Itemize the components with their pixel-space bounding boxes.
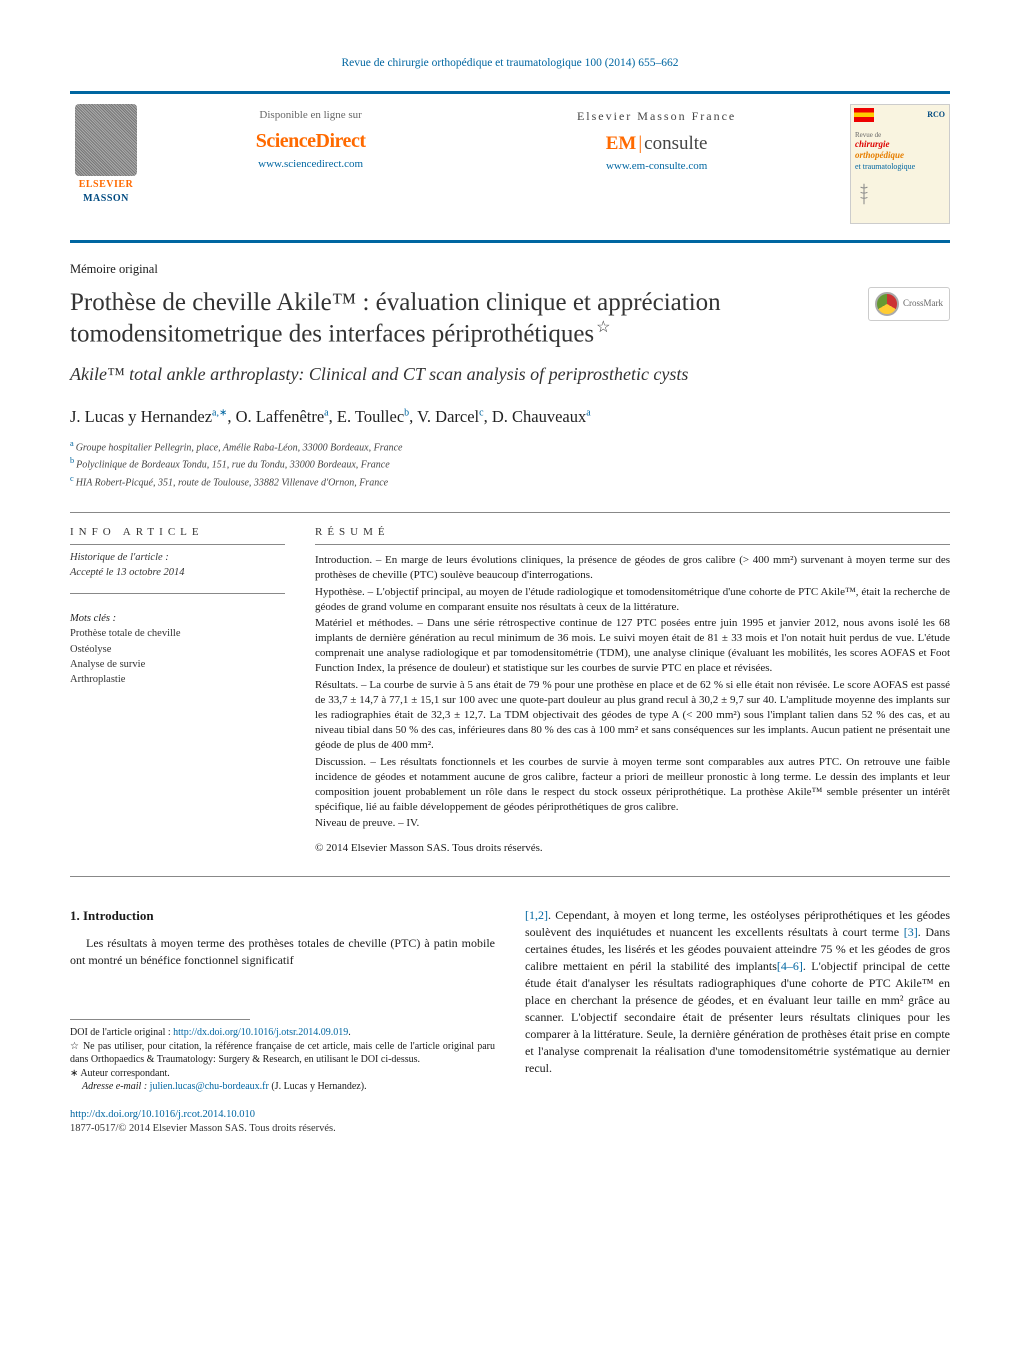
emconsulte-block[interactable]: Elsevier Masson France EM|consulte www.e…	[577, 108, 736, 175]
authors-list: J. Lucas y Hernandeza,∗, O. Laffenêtrea,…	[70, 405, 950, 428]
elsevier-tree-icon	[75, 104, 137, 176]
article-subtitle: Akile™ total ankle arthroplasty: Clinica…	[70, 363, 950, 386]
intro-paragraph-2: [1,2]. Cependant, à moyen et long terme,…	[525, 907, 950, 1077]
citation-4-6[interactable]: [4–6]	[777, 959, 803, 973]
elsevier-logo: ELSEVIER MASSON	[70, 104, 142, 206]
sciencedirect-block[interactable]: Disponible en ligne sur ScienceDirect ww…	[256, 108, 366, 175]
journal-cover: RCO Revue de chirurgie orthopédique et t…	[850, 104, 950, 224]
cover-caduceus-icon	[855, 182, 873, 206]
citation-note: Ne pas utiliser, pour citation, la référ…	[70, 1040, 495, 1067]
elsevier-wordmark: ELSEVIER	[79, 178, 134, 192]
intro-paragraph-1: Les résultats à moyen terme des prothèse…	[70, 935, 495, 969]
publisher-banner: ELSEVIER MASSON Disponible en ligne sur …	[70, 91, 950, 238]
available-label: Disponible en ligne sur	[256, 108, 366, 123]
affiliations: aGroupe hospitalier Pellegrin, place, Am…	[70, 438, 950, 490]
original-doi-link[interactable]: http://dx.doi.org/10.1016/j.otsr.2014.09…	[173, 1027, 348, 1038]
body-column-right: [1,2]. Cependant, à moyen et long terme,…	[525, 907, 950, 1138]
masson-wordmark: MASSON	[83, 192, 129, 206]
article-history: Historique de l'article : Accepté le 13 …	[70, 551, 285, 580]
abstract-copyright: © 2014 Elsevier Masson SAS. Tous droits …	[315, 841, 950, 856]
footer-copyright: 1877-0517/© 2014 Elsevier Masson SAS. To…	[70, 1122, 495, 1137]
body-column-left: 1. Introduction Les résultats à moyen te…	[70, 907, 495, 1138]
sciencedirect-wordmark: ScienceDirect	[256, 127, 366, 155]
header-rule	[70, 240, 950, 243]
article-doi-link[interactable]: http://dx.doi.org/10.1016/j.rcot.2014.10…	[70, 1108, 495, 1123]
citation-1-2[interactable]: [1,2]	[525, 908, 548, 922]
sciencedirect-url[interactable]: www.sciencedirect.com	[256, 157, 366, 172]
cover-rco-badge: RCO	[927, 109, 945, 120]
crossmark-icon	[875, 292, 899, 316]
keywords-label: Mots clés :	[70, 612, 285, 627]
crossmark-button[interactable]: CrossMark	[868, 287, 950, 321]
article-type: Mémoire original	[70, 261, 950, 279]
author-email-link[interactable]: julien.lucas@chu-bordeaux.fr	[150, 1081, 269, 1092]
cover-flag-icon	[854, 108, 874, 122]
resume-heading: RÉSUMÉ	[315, 525, 950, 540]
corresponding-author-note: Auteur correspondant.	[70, 1067, 495, 1081]
divider	[70, 512, 950, 513]
article-title: Prothèse de cheville Akile™ : évaluation…	[70, 287, 850, 350]
keywords-list: Prothèse totale de cheville Ostéolyse An…	[70, 626, 285, 687]
section-1-heading: 1. Introduction	[70, 907, 495, 925]
elsevier-masson-france-label: Elsevier Masson France	[577, 108, 736, 125]
journal-reference: Revue de chirurgie orthopédique et traum…	[70, 55, 950, 71]
emconsulte-url[interactable]: www.em-consulte.com	[577, 159, 736, 174]
footnotes: DOI de l'article original : http://dx.do…	[70, 1019, 495, 1094]
emconsulte-wordmark: EM|consulte	[577, 131, 736, 158]
info-article-heading: INFO ARTICLE	[70, 525, 285, 540]
abstract-body: Introduction. – En marge de leurs évolut…	[315, 553, 950, 856]
citation-3[interactable]: [3]	[904, 925, 918, 939]
